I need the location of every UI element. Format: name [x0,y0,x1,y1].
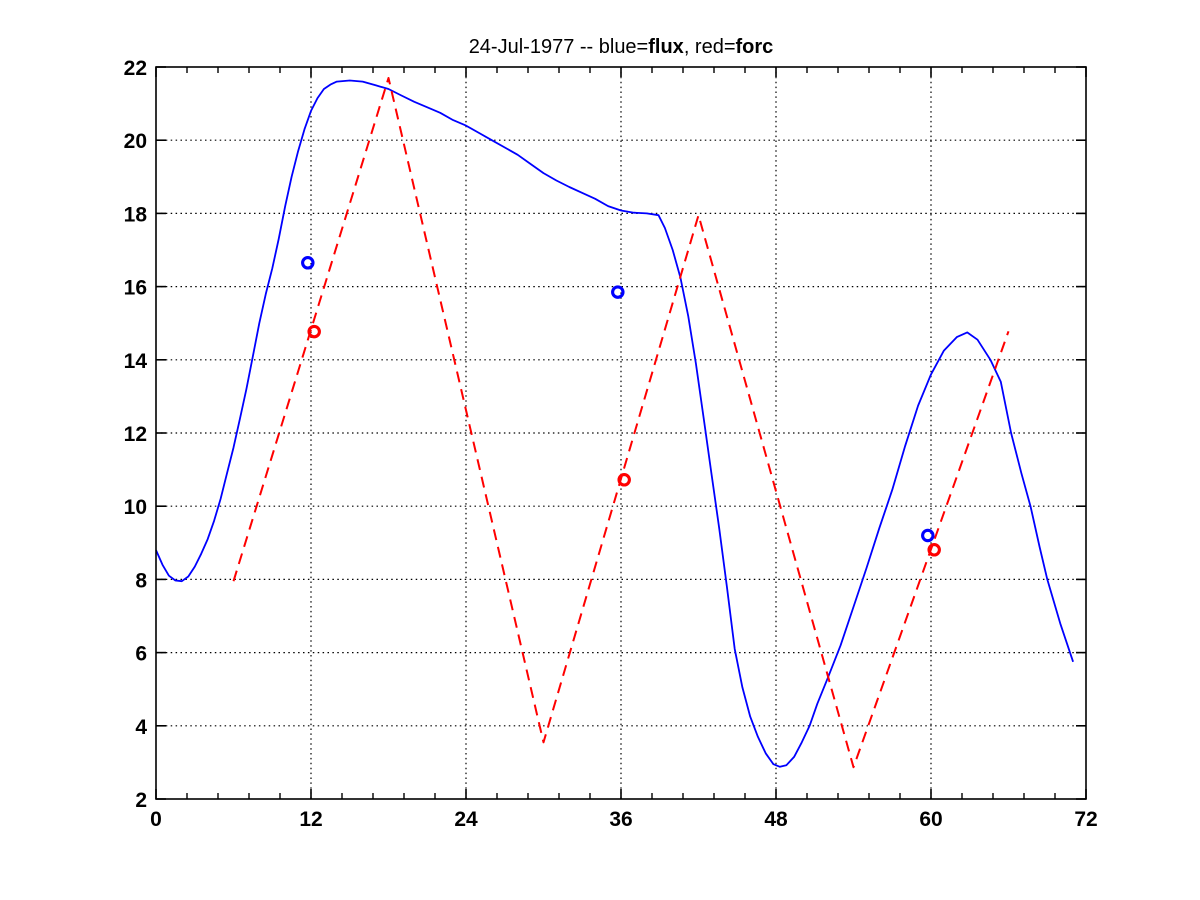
forc-observations-markers [307,324,941,557]
x-tick-label: 24 [454,808,478,831]
grid-layer [156,67,1086,799]
axes-box [155,66,1087,800]
x-tick-label: 36 [609,808,632,831]
title-forc-label: forc [736,36,774,58]
y-tick-label: 6 [135,643,147,666]
flux-observations-marker [301,256,315,270]
y-tick-label: 8 [135,569,147,592]
y-tick-label: 2 [135,789,147,812]
flux-observations-marker [611,285,625,299]
title-prefix: 24-Jul-1977 -- blue= [469,36,649,58]
x-tick-label: 72 [1074,808,1097,831]
series-layer [155,77,1074,769]
forc-observations-marker [617,473,631,487]
chart-title: 24-Jul-1977 -- blue=flux, red=forc [469,36,774,58]
forc-observations-marker [927,543,941,557]
forc-observations-marker [307,324,321,339]
y-tick-label: 14 [124,350,148,373]
y-tick-label: 12 [124,423,147,446]
x-tick-label: 12 [299,808,322,831]
flux-observations-markers [301,256,935,543]
axis-layer [155,66,1087,800]
x-tick-label: 60 [919,808,942,831]
title-flux-label: flux [648,36,684,58]
y-tick-label: 20 [124,130,147,153]
forc-line [232,77,1010,769]
x-tick-label: 48 [764,808,788,831]
y-tick-label: 22 [124,57,147,80]
title-separator: , red= [684,36,736,58]
x-tick-label: 0 [150,808,162,831]
flux-line [155,79,1074,768]
y-tick-label: 16 [124,277,147,300]
y-tick-label: 18 [124,203,148,226]
y-tick-label: 4 [135,716,147,739]
y-tick-label: 10 [124,496,147,519]
flux-observations-marker [921,528,935,543]
